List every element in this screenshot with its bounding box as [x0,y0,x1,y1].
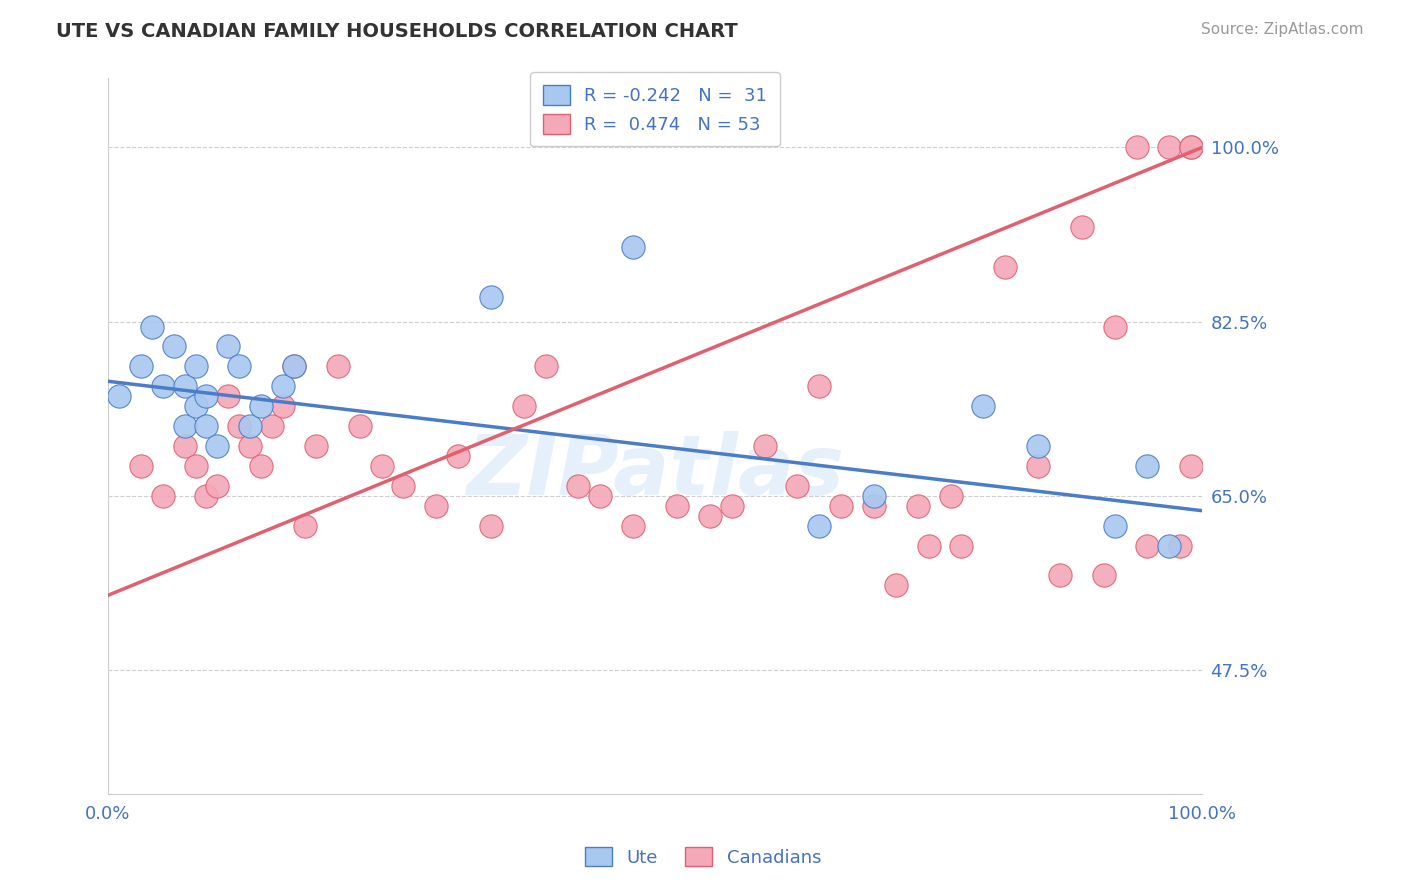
Point [720,499,742,513]
Point [349,419,371,434]
Point [283,359,305,374]
Point [972,399,994,413]
Point [1026,439,1049,453]
Point [1104,319,1126,334]
Point [239,419,262,434]
Point [808,379,831,393]
Point [447,449,470,463]
Point [207,479,229,493]
Legend: R = -0.242   N =  31, R =  0.474   N = 53: R = -0.242 N = 31, R = 0.474 N = 53 [530,72,780,146]
Point [326,359,349,374]
Text: UTE VS CANADIAN FAMILY HOUSEHOLDS CORRELATION CHART: UTE VS CANADIAN FAMILY HOUSEHOLDS CORREL… [56,22,738,41]
Point [1049,568,1071,582]
Point [425,499,447,513]
Point [152,379,174,393]
Point [152,489,174,503]
Point [217,389,239,403]
Legend: Ute, Canadians: Ute, Canadians [578,840,828,874]
Point [173,379,195,393]
Point [754,439,776,453]
Point [141,319,163,334]
Point [534,359,557,374]
Point [589,489,612,503]
Point [939,489,962,503]
Point [567,479,589,493]
Point [173,439,195,453]
Point [195,489,218,503]
Point [1070,219,1092,234]
Point [863,499,886,513]
Point [195,419,218,434]
Point [239,439,262,453]
Point [271,379,294,393]
Point [1136,458,1159,473]
Point [1092,568,1115,582]
Point [786,479,808,493]
Point [228,359,250,374]
Point [808,518,831,533]
Point [1180,140,1202,154]
Point [1159,140,1181,154]
Point [228,419,250,434]
Point [479,290,502,304]
Point [217,339,239,353]
Point [392,479,415,493]
Point [621,240,644,254]
Point [250,458,273,473]
Point [184,458,207,473]
Point [207,439,229,453]
Point [305,439,328,453]
Text: Source: ZipAtlas.com: Source: ZipAtlas.com [1201,22,1364,37]
Point [1104,518,1126,533]
Point [283,359,305,374]
Point [129,359,152,374]
Point [665,499,688,513]
Point [1180,140,1202,154]
Point [1168,539,1191,553]
Point [184,359,207,374]
Point [250,399,273,413]
Point [699,508,721,523]
Point [830,499,852,513]
Point [162,339,184,353]
Point [917,539,939,553]
Point [271,399,294,413]
Point [994,260,1017,274]
Point [1180,458,1202,473]
Point [173,419,195,434]
Point [513,399,536,413]
Point [479,518,502,533]
Point [863,489,886,503]
Point [1026,458,1049,473]
Text: ZIPatlas: ZIPatlas [467,432,844,512]
Point [1125,140,1147,154]
Point [294,518,316,533]
Point [1136,539,1159,553]
Point [262,419,284,434]
Point [907,499,929,513]
Point [621,518,644,533]
Point [1159,539,1181,553]
Point [108,389,131,403]
Point [195,389,218,403]
Point [884,578,907,592]
Point [129,458,152,473]
Point [950,539,973,553]
Point [370,458,392,473]
Point [184,399,207,413]
